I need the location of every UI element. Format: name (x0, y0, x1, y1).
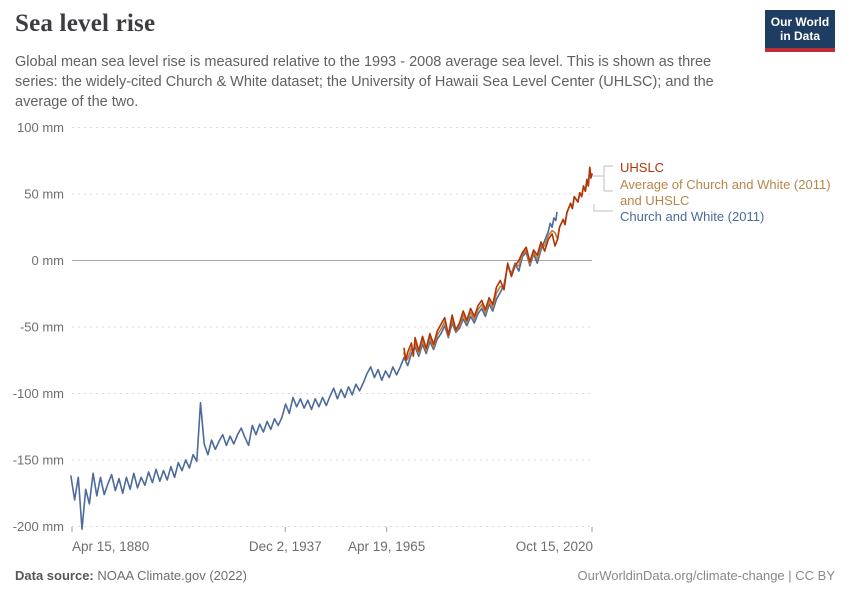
average-line (403, 166, 593, 362)
series-group (70, 166, 593, 531)
x-tick-label: Oct 15, 2020 (516, 539, 593, 554)
y-tick-label: -50 mm (20, 320, 64, 335)
y-tick-label: 50 mm (24, 187, 64, 202)
x-tick-label: Apr 19, 1965 (348, 539, 425, 554)
y-tick-label: 0 mm (32, 253, 65, 268)
owid-logo[interactable]: Our World in Data (765, 10, 835, 52)
owid-logo-line1: Our World (770, 15, 830, 29)
owid-logo-accent-bar (765, 47, 835, 52)
data-source-label: Data source: (15, 568, 94, 583)
y-tick-label: -100 mm (13, 386, 64, 401)
data-source-note: Data source: NOAA Climate.gov (2022) (15, 568, 247, 583)
gridlines-group: 100 mm 50 mm 0 mm -50 mm -100 mm -150 mm -200 … (13, 120, 592, 534)
y-tick-label: -150 mm (13, 453, 64, 468)
x-axis-group: Apr 15, 1880 Dec 2, 1937 Apr 19, 1965 Oct 1… (71, 527, 593, 554)
legend-item-uhslc[interactable]: UHSLC (620, 160, 665, 175)
legend-connector-uhslc-average (593, 165, 613, 192)
owid-logo-line2: in Data (779, 29, 820, 44)
owid-logo-box: Our World in Data (765, 10, 835, 48)
chart-footer: Data source: NOAA Climate.gov (2022) Our… (0, 560, 850, 600)
license-link[interactable]: OurWorldinData.org/climate-change | CC B… (577, 568, 835, 583)
y-tick-label: -200 mm (13, 519, 64, 534)
legend-connector-church-white (593, 204, 613, 212)
x-tick-label: Apr 15, 1880 (72, 539, 149, 554)
page-title: Sea level rise (15, 10, 156, 37)
x-tick-label: Dec 2, 1937 (249, 539, 322, 554)
chart-subtitle: Global mean sea level rise is measured r… (15, 54, 714, 110)
legend-item-church-white[interactable]: Church and White (2011) (620, 209, 765, 224)
church-white-line (70, 211, 558, 531)
data-source-text: NOAA Climate.gov (2022) (93, 568, 247, 583)
uhslc-line (403, 166, 593, 362)
legend-item-average[interactable]: Average of Church and White (2011) and U… (620, 177, 831, 208)
y-tick-label: 100 mm (17, 120, 64, 135)
